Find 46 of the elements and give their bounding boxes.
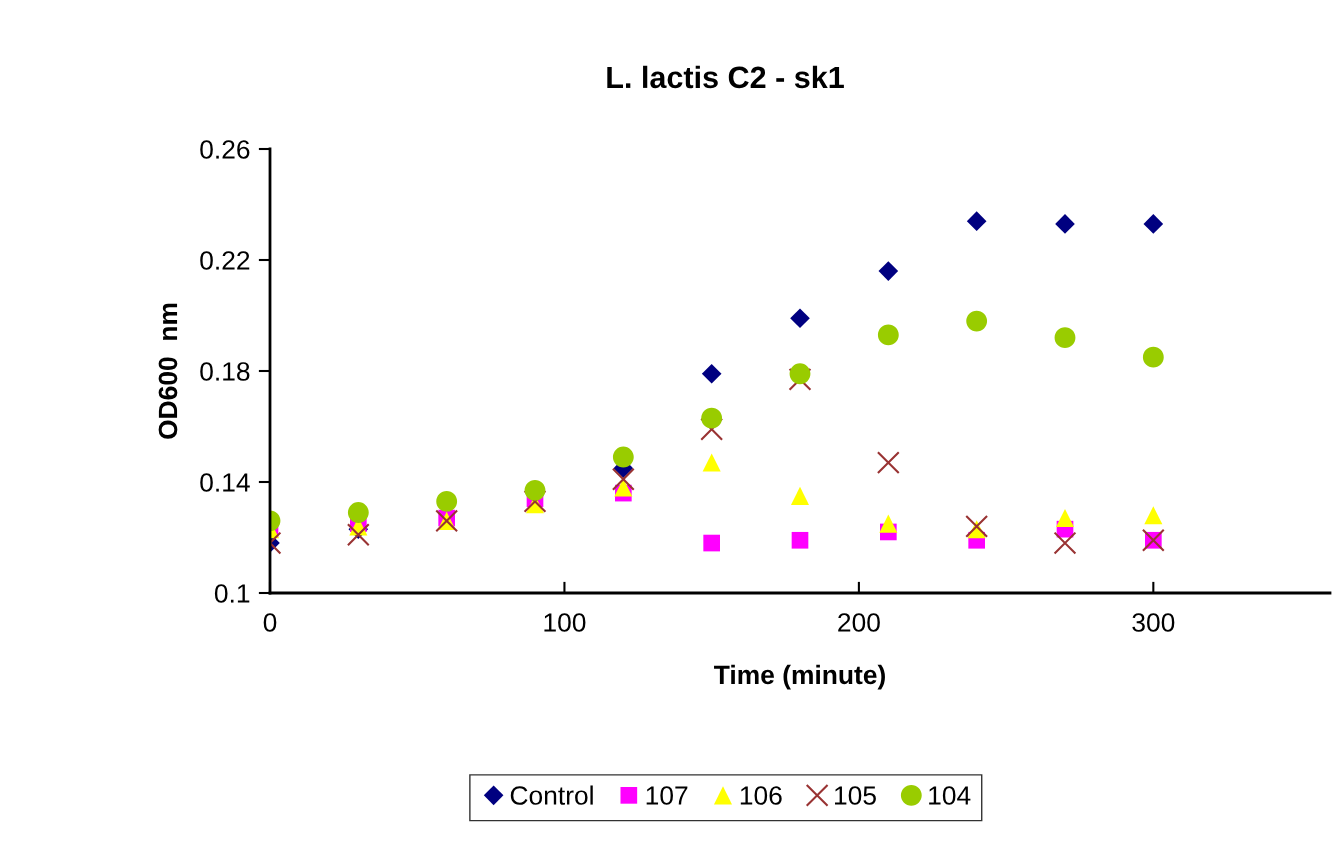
legend-label: 107 [646, 786, 688, 805]
legend-label: 106 [740, 786, 782, 805]
point [966, 310, 988, 332]
point [612, 446, 634, 468]
point [436, 491, 458, 512]
point [1054, 327, 1076, 349]
point [702, 453, 721, 472]
point [524, 479, 546, 501]
y-tick-label: 0.14 [200, 473, 250, 492]
point [966, 211, 987, 231]
x-tick-label: 0 [263, 613, 277, 632]
y-tick-label: 0.1 [214, 584, 250, 603]
point [789, 363, 811, 385]
legend-label: Control [510, 785, 593, 805]
point [1143, 214, 1164, 234]
point [790, 308, 810, 329]
point [347, 502, 369, 523]
point [701, 363, 722, 384]
point [878, 261, 899, 281]
point [1142, 346, 1164, 368]
point [701, 407, 723, 429]
point [791, 531, 809, 549]
point [1055, 214, 1075, 234]
y-tick-label: 0.26 [200, 140, 250, 159]
point [877, 324, 899, 346]
point [879, 514, 898, 533]
point [1055, 509, 1075, 528]
point [1053, 531, 1077, 555]
point [790, 486, 810, 505]
point [1144, 506, 1163, 525]
point [876, 451, 900, 475]
x-tick-label: 200 [838, 613, 880, 632]
legend-label: 104 [929, 786, 971, 805]
x-tick-label: 300 [1132, 613, 1175, 632]
legend-label: 105 [835, 786, 876, 805]
x-axis-title: Time (minute) [714, 664, 885, 690]
point [346, 523, 370, 547]
point [614, 478, 633, 497]
chart-title: L. lactis C2 - sk1 [607, 65, 844, 89]
point [611, 467, 635, 491]
point [965, 514, 989, 538]
y-tick-label: 0.22 [200, 251, 250, 270]
y-tick-label: 0.18 [200, 362, 250, 381]
x-tick-label: 100 [544, 613, 586, 632]
y-axis-title: OD600 nm [158, 303, 178, 439]
point [703, 534, 720, 552]
